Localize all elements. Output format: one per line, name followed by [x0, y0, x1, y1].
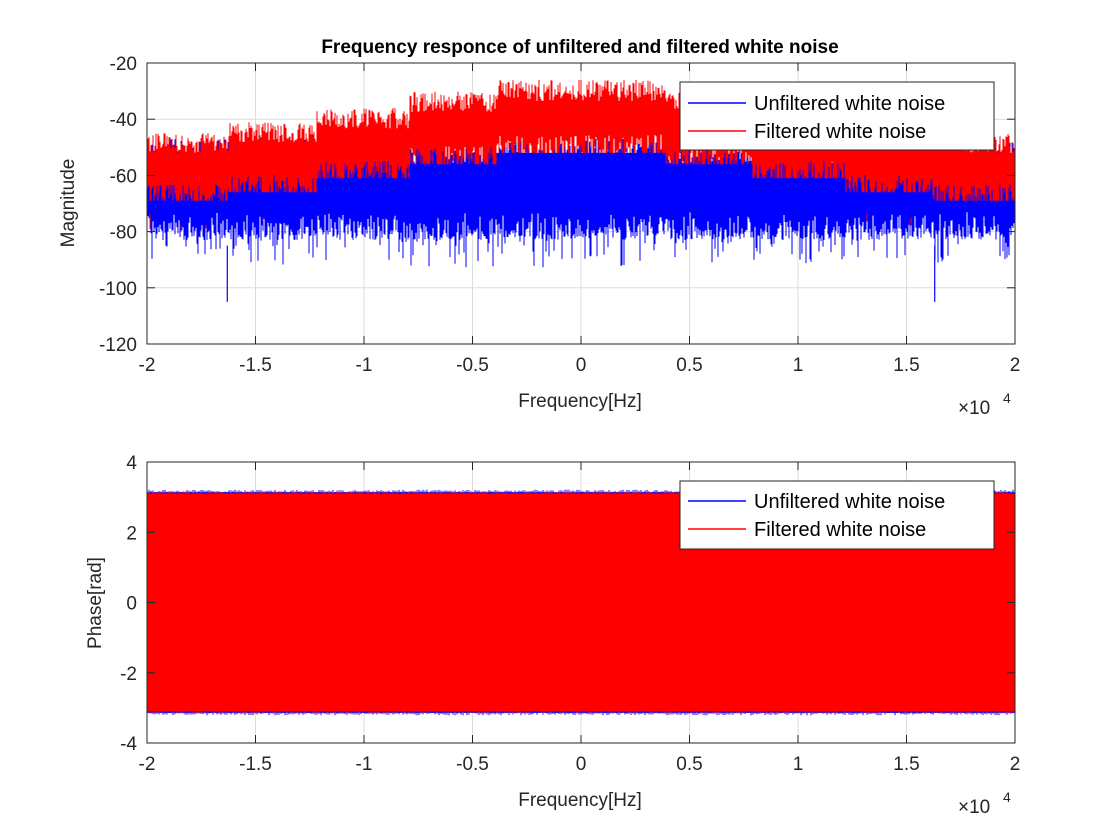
phase-legend-box [679, 480, 995, 550]
magnitude-x-tick-label: 2 [1010, 355, 1021, 376]
phase-x-exponent-base: ×10 [958, 797, 990, 818]
magnitude-y-axis-label: Magnitude [58, 159, 79, 248]
magnitude-x-axis-label: Frequency[Hz] [518, 391, 642, 412]
phase-y-tick-label: 4 [126, 453, 137, 474]
magnitude-y-tick-label: -60 [110, 166, 137, 187]
magnitude-x-exponent: ×10 4 [958, 390, 1011, 419]
phase-x-tick-label: 2 [1010, 754, 1021, 775]
magnitude-x-tick-label: -2 [139, 355, 156, 376]
magnitude-x-exponent-base: ×10 [958, 398, 990, 419]
phase-x-tick-label: -0.5 [456, 754, 489, 775]
phase-y-tick-label: -4 [120, 734, 137, 755]
chart-title: Frequency responce of unfiltered and fil… [321, 37, 838, 58]
phase-legend-label-filtered: Filtered white noise [754, 519, 926, 541]
phase-y-axis-label: Phase[rad] [85, 557, 106, 649]
magnitude-x-exponent-power: 4 [1003, 390, 1011, 406]
magnitude-y-tick-label: -100 [99, 279, 137, 300]
phase-x-exponent: ×10 4 [958, 789, 1011, 818]
magnitude-y-tick-label: -80 [110, 223, 137, 244]
phase-y-tick-label: -2 [120, 664, 137, 685]
magnitude-legend-label-unfiltered: Unfiltered white noise [754, 93, 945, 115]
phase-x-tick-label: 0 [576, 754, 587, 775]
phase-x-tick-label: 1 [793, 754, 804, 775]
magnitude-x-tick-label: 1 [793, 355, 804, 376]
magnitude-x-tick-label: -1.5 [239, 355, 272, 376]
phase-legend: Unfiltered white noise Filtered white no… [679, 480, 995, 550]
phase-x-exponent-power: 4 [1003, 789, 1011, 805]
magnitude-x-tick-label: -1 [356, 355, 373, 376]
magnitude-legend-label-filtered: Filtered white noise [754, 121, 926, 143]
phase-x-tick-label: 1.5 [893, 754, 919, 775]
magnitude-x-tick-label: 0.5 [676, 355, 702, 376]
magnitude-x-tick-label: 0 [576, 355, 587, 376]
magnitude-x-tick-label: -0.5 [456, 355, 489, 376]
phase-x-tick-label: 0.5 [676, 754, 702, 775]
phase-x-tick-label: -1 [356, 754, 373, 775]
magnitude-subplot: Frequency responce of unfiltered and fil… [58, 37, 1020, 419]
phase-y-tick-label: 0 [126, 594, 137, 615]
phase-x-tick-label: -1.5 [239, 754, 272, 775]
phase-x-axis-label: Frequency[Hz] [518, 790, 642, 811]
magnitude-y-tick-label: -120 [99, 335, 137, 356]
magnitude-x-tick-label: 1.5 [893, 355, 919, 376]
phase-y-tick-label: 2 [126, 523, 137, 544]
magnitude-ticks: -2 -1.5 -1 -0.5 0 0.5 1 1.5 2 -120 -100 -80 -60 -40 -2… [99, 54, 1020, 376]
magnitude-legend-box [679, 81, 995, 151]
magnitude-legend: Unfiltered white noise Filtered white no… [679, 81, 995, 151]
magnitude-y-tick-label: -40 [110, 110, 137, 131]
magnitude-y-tick-label: -20 [110, 54, 137, 75]
phase-legend-label-unfiltered: Unfiltered white noise [754, 491, 945, 513]
phase-x-tick-label: -2 [139, 754, 156, 775]
